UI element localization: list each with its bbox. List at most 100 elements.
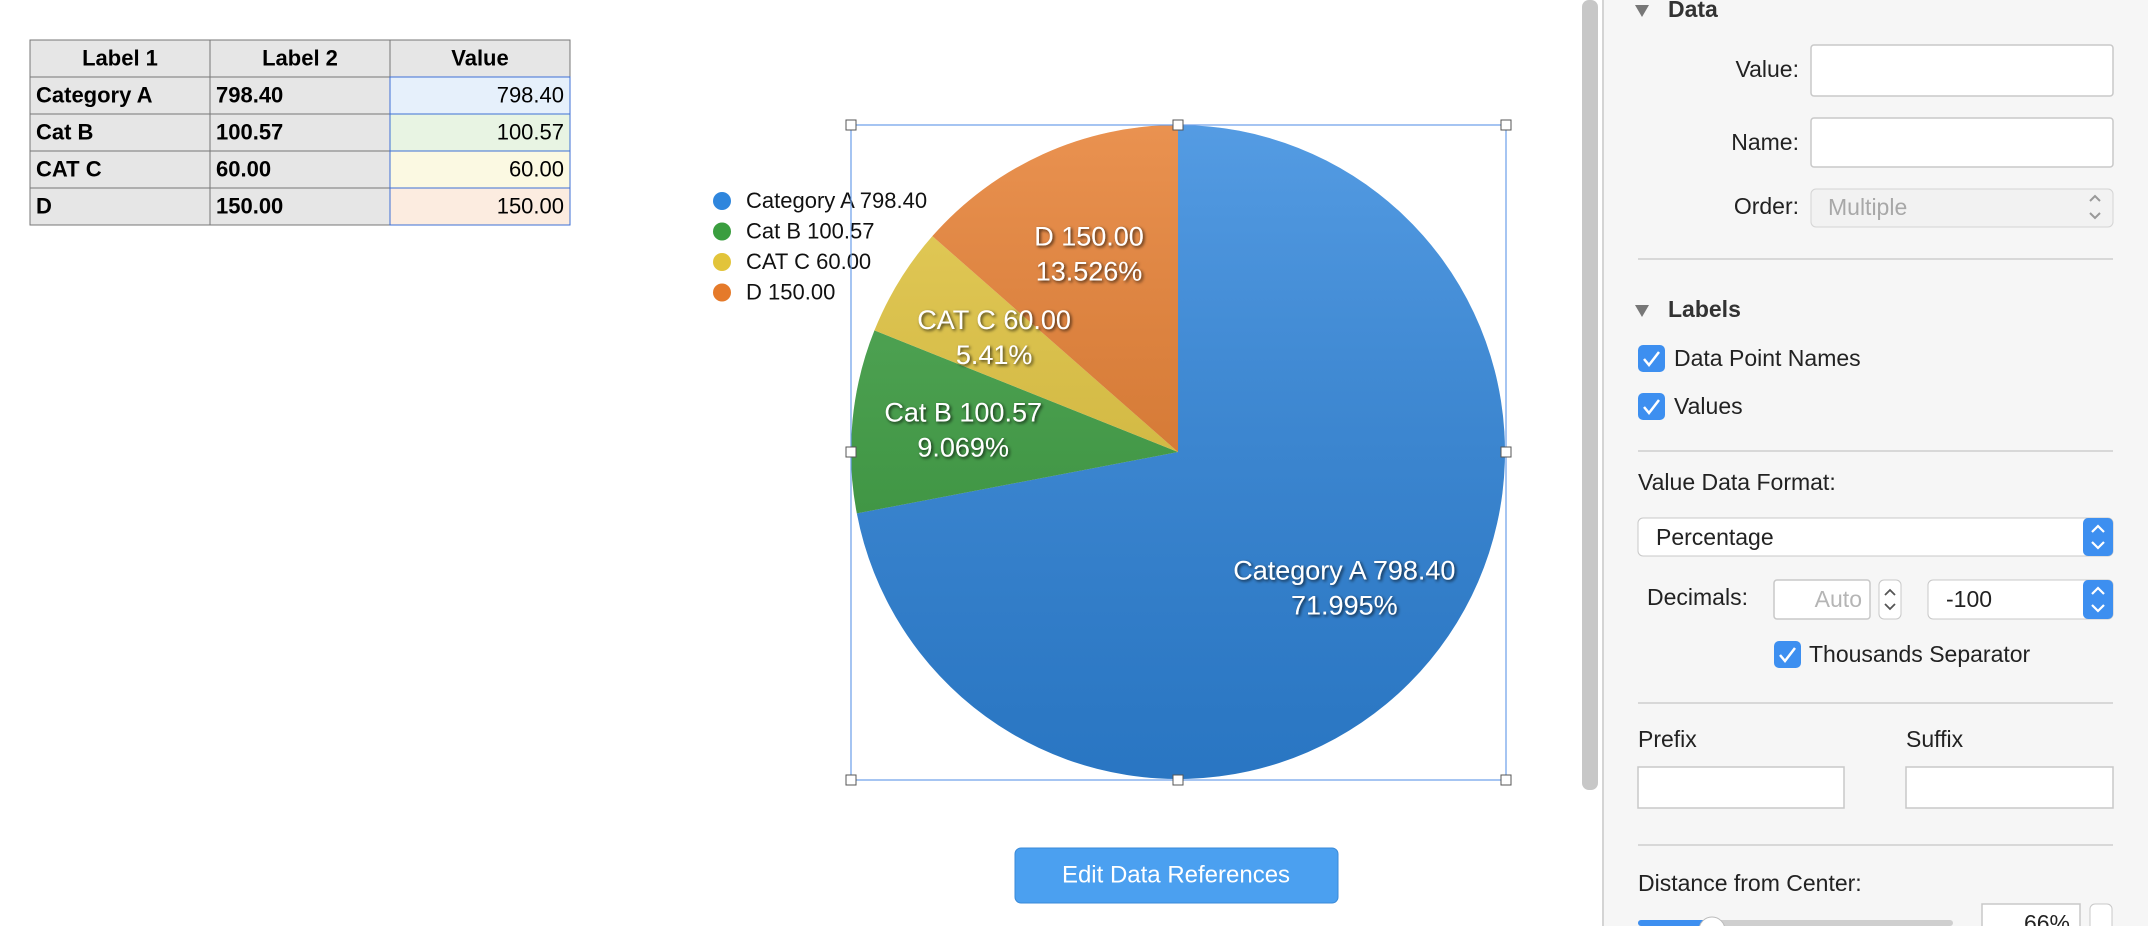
checkmark	[1643, 351, 1660, 367]
legend-swatch	[713, 283, 731, 302]
cell-text: D	[36, 193, 52, 218]
resize-handle[interactable]	[1172, 119, 1184, 131]
section-title: Data	[1668, 0, 1718, 22]
checkbox-label[interactable]: Values	[1674, 393, 1743, 419]
resize-handle[interactable]	[845, 774, 857, 786]
table-cell	[389, 76, 571, 115]
legend: Category A 798.40 Cat B 100.57 CAT C 60.00…	[713, 188, 927, 304]
checkmark	[1779, 647, 1796, 663]
slider-knob[interactable]	[1699, 916, 1725, 926]
legend-value: 100.57	[807, 218, 874, 243]
legend-category: D	[746, 279, 762, 304]
cell-text: CAT C	[36, 156, 102, 181]
select-value[interactable]: -100	[1946, 586, 1992, 612]
checkbox-group: Data Point Names Values	[1638, 345, 1861, 420]
field-value: 66%	[2024, 910, 2070, 926]
header-cell	[389, 39, 571, 78]
prefix-input[interactable]	[1637, 766, 1845, 809]
table-cell	[29, 150, 211, 189]
header-cell	[209, 39, 391, 78]
checkbox[interactable]	[1638, 393, 1665, 420]
cell-text: 60.00	[509, 156, 564, 181]
slice-label: D 150.00	[1034, 221, 1144, 251]
checkbox[interactable]	[1638, 345, 1665, 372]
slice-value: 798.40	[1373, 556, 1456, 586]
disclosure[interactable]	[1635, 5, 1649, 17]
legend-swatch	[713, 222, 731, 241]
legend-entry: D 150.00	[746, 279, 835, 304]
header-text: Label 2	[262, 45, 338, 70]
pie-chart: Category A 798.40 71.995% Cat B 100.57 9.06…	[851, 125, 1505, 779]
slice-category: Category A	[1233, 556, 1367, 586]
table-cell	[389, 187, 571, 226]
select-arrows	[2091, 524, 2105, 550]
legend-entry: Category A 798.40	[746, 188, 927, 213]
button-text[interactable]: Edit Data References	[1062, 861, 1290, 888]
select-value[interactable]: Multiple	[1828, 194, 1907, 220]
select-button[interactable]	[2083, 580, 2113, 619]
slice-percentage: 5.41%	[956, 340, 1033, 370]
legend-swatch	[713, 253, 731, 271]
checkmark	[1643, 399, 1660, 415]
field-label: Order:	[1734, 193, 1799, 219]
suffix-input[interactable]	[1905, 766, 2114, 809]
cell-text: 150.00	[497, 193, 564, 218]
edit-button[interactable]	[1014, 847, 1339, 904]
resize-handle[interactable]	[1172, 774, 1184, 786]
cell-text: 798.40	[216, 82, 283, 107]
checkbox-label[interactable]: Data Point Names	[1674, 345, 1861, 371]
disclosure[interactable]	[1635, 305, 1649, 317]
table-cell	[29, 187, 211, 226]
select-button[interactable]	[2083, 518, 2113, 556]
checkbox-label[interactable]: Thousands Separator	[1809, 641, 2031, 667]
table-cell	[209, 187, 391, 226]
cell-text: Cat B	[36, 119, 93, 144]
data-table: Label 1 Label 2 Value Category A 798.40 798.4…	[29, 39, 571, 226]
slice-percentage: 71.995%	[1291, 591, 1398, 621]
legend-value: 150.00	[768, 279, 835, 304]
slice-value: 100.57	[959, 397, 1042, 427]
cell-text: 798.40	[497, 82, 564, 107]
select-arrows	[2091, 586, 2105, 613]
legend-entry: CAT C 60.00	[746, 249, 871, 274]
resize-handle[interactable]	[1500, 119, 1512, 131]
resize-handle[interactable]	[845, 119, 857, 131]
cell-text: 60.00	[216, 156, 271, 181]
field-label: Name:	[1731, 129, 1799, 155]
order-select[interactable]	[1810, 188, 2114, 228]
placeholder: Auto	[1815, 586, 1862, 612]
scrollbar[interactable]	[1582, 0, 1598, 790]
field-label: Decimals:	[1647, 584, 1748, 610]
stepper[interactable]	[1878, 579, 1902, 620]
slice-category: Cat B	[884, 397, 952, 427]
resize-handle[interactable]	[1500, 446, 1512, 458]
cell-text: 100.57	[216, 119, 283, 144]
resize-handle[interactable]	[1500, 774, 1512, 786]
checkbox[interactable]	[1774, 641, 1801, 668]
resize-handle[interactable]	[845, 446, 857, 458]
slice-label: Cat B 100.57	[884, 397, 1042, 427]
slice-percentage: 9.069%	[917, 432, 1009, 462]
legend-category: CAT C	[746, 249, 810, 274]
field-label: Value:	[1735, 56, 1799, 82]
value-input[interactable]	[1810, 44, 2114, 97]
decimals-input[interactable]	[1773, 579, 1871, 620]
select-value[interactable]: Percentage	[1656, 524, 1774, 550]
field-label: Suffix	[1906, 726, 1964, 752]
field-label: Value Data Format:	[1638, 469, 1836, 495]
cell-text: Category A	[36, 82, 153, 107]
legend-swatch	[713, 192, 731, 210]
header-text: Value	[451, 45, 508, 70]
legend-category: Cat B	[746, 218, 801, 243]
slice-percentage: 13.526%	[1036, 256, 1143, 286]
slice-value: 150.00	[1061, 221, 1144, 251]
distance-input[interactable]	[1981, 903, 2081, 926]
table-cell	[209, 113, 391, 152]
field-label: Prefix	[1638, 726, 1697, 752]
legend-value: 798.40	[860, 188, 927, 213]
header-cell	[29, 39, 211, 78]
slider-fill	[1638, 920, 1708, 926]
stepper[interactable]	[2089, 903, 2113, 926]
name-input[interactable]	[1810, 117, 2114, 168]
